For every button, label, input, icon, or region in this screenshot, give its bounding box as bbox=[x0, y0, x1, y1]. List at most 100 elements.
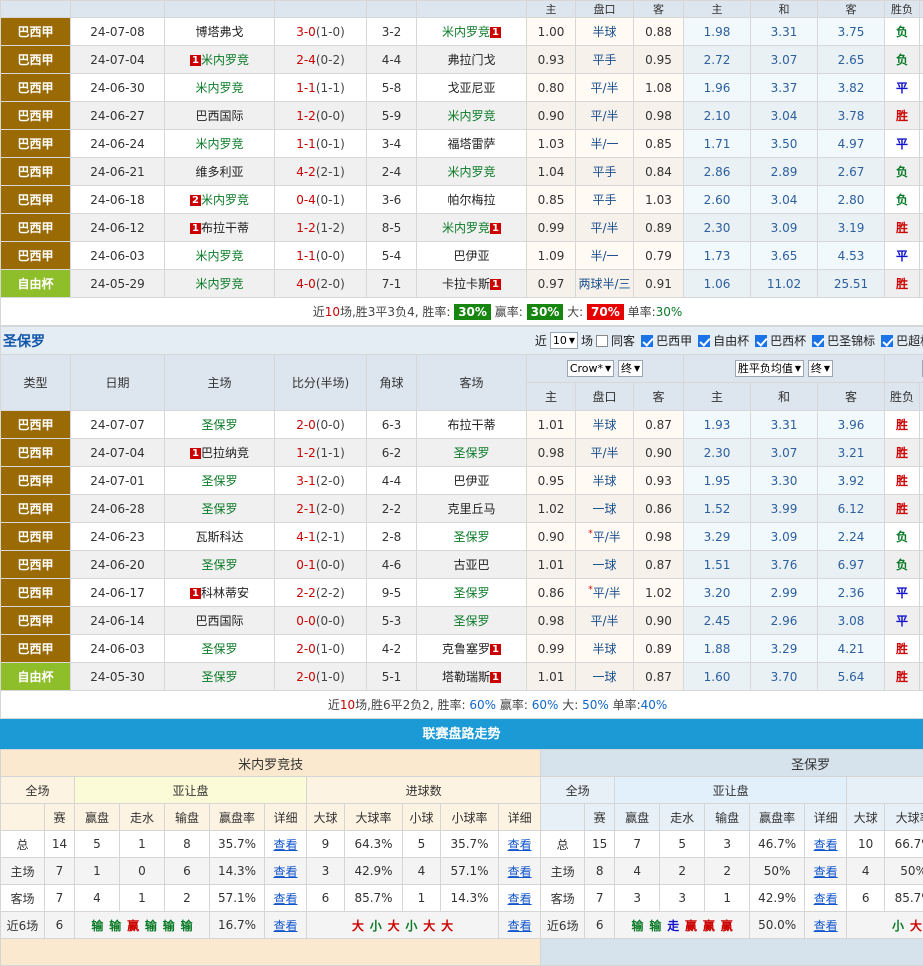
match-away[interactable]: 弗拉门戈 bbox=[417, 46, 527, 74]
team-name[interactable]: 古亚巴 bbox=[453, 558, 489, 572]
team-name[interactable]: 圣保罗 bbox=[201, 502, 237, 516]
right-trend-r6-detail[interactable]: 查看 bbox=[805, 912, 847, 939]
match-league[interactable]: 巴西甲 bbox=[1, 551, 71, 579]
team-name[interactable]: 圣保罗 bbox=[201, 558, 237, 572]
match-away[interactable]: 圣保罗 bbox=[417, 579, 527, 607]
match-away[interactable]: 圣保罗 bbox=[417, 607, 527, 635]
match-league[interactable]: 巴西甲 bbox=[1, 411, 71, 439]
team-name[interactable]: 米内罗竞 bbox=[195, 81, 243, 95]
team-name[interactable]: 巴伊亚 bbox=[453, 474, 489, 488]
match-league[interactable]: 巴西甲 bbox=[1, 439, 71, 467]
match-league[interactable]: 巴西甲 bbox=[1, 467, 71, 495]
league-checkbox-4[interactable] bbox=[881, 335, 893, 347]
match-away[interactable]: 古亚巴 bbox=[417, 551, 527, 579]
match-league[interactable]: 巴西甲 bbox=[1, 635, 71, 663]
match-home[interactable]: 米内罗竞 bbox=[165, 130, 275, 158]
match-home[interactable]: 博塔弗戈 bbox=[165, 18, 275, 46]
match-away[interactable]: 戈亚尼亚 bbox=[417, 74, 527, 102]
team-name[interactable]: 弗拉门戈 bbox=[447, 53, 495, 67]
match-league[interactable]: 巴西甲 bbox=[1, 579, 71, 607]
match-away[interactable]: 克里丘马 bbox=[417, 495, 527, 523]
match-away[interactable]: 福塔雷萨 bbox=[417, 130, 527, 158]
team-name[interactable]: 巴西国际 bbox=[195, 614, 243, 628]
team-name[interactable]: 圣保罗 bbox=[201, 474, 237, 488]
team-name[interactable]: 瓦斯科达 bbox=[195, 530, 243, 544]
team-name[interactable]: 米内罗竞 bbox=[201, 193, 249, 207]
team-name[interactable]: 克里丘马 bbox=[447, 502, 495, 516]
team-name[interactable]: 米内罗竞 bbox=[195, 137, 243, 151]
team-name[interactable]: 巴西国际 bbox=[195, 109, 243, 123]
europe-period-select[interactable]: 终▼ bbox=[808, 360, 833, 377]
match-league[interactable]: 巴西甲 bbox=[1, 18, 71, 46]
match-home[interactable]: 巴西国际 bbox=[165, 102, 275, 130]
match-away[interactable]: 帕尔梅拉 bbox=[417, 186, 527, 214]
team-name[interactable]: 圣保罗 bbox=[201, 418, 237, 432]
team-name[interactable]: 圣保罗 bbox=[453, 614, 489, 628]
match-home[interactable]: 米内罗竞 bbox=[165, 242, 275, 270]
match-home[interactable]: 圣保罗 bbox=[165, 467, 275, 495]
left-trend-detail-link2[interactable]: 查看 bbox=[499, 831, 541, 858]
match-home[interactable]: 圣保罗 bbox=[165, 411, 275, 439]
same-away-checkbox[interactable] bbox=[596, 335, 608, 347]
match-league[interactable]: 自由杯 bbox=[1, 663, 71, 691]
match-away[interactable]: 米内罗竞 bbox=[417, 158, 527, 186]
match-league[interactable]: 巴西甲 bbox=[1, 130, 71, 158]
match-league[interactable]: 巴西甲 bbox=[1, 242, 71, 270]
match-home[interactable]: 圣保罗 bbox=[165, 635, 275, 663]
team-name[interactable]: 科林蒂安 bbox=[201, 586, 249, 600]
match-home[interactable]: 瓦斯科达 bbox=[165, 523, 275, 551]
match-league[interactable]: 巴西甲 bbox=[1, 495, 71, 523]
team-name[interactable]: 巴拉纳竞 bbox=[201, 446, 249, 460]
team-name[interactable]: 布拉干蒂 bbox=[201, 221, 249, 235]
right-trend-detail-link[interactable]: 查看 bbox=[805, 885, 847, 912]
team-name[interactable]: 圣保罗 bbox=[453, 586, 489, 600]
match-league[interactable]: 巴西甲 bbox=[1, 523, 71, 551]
recent-count-select[interactable]: 10▼ bbox=[550, 332, 578, 349]
match-home[interactable]: 米内罗竞 bbox=[165, 270, 275, 298]
bookmaker-select[interactable]: Crow*▼ bbox=[567, 360, 614, 377]
match-away[interactable]: 圣保罗 bbox=[417, 439, 527, 467]
left-trend-detail-link[interactable]: 查看 bbox=[265, 858, 307, 885]
match-home[interactable]: 圣保罗 bbox=[165, 495, 275, 523]
team-name[interactable]: 克鲁塞罗 bbox=[442, 642, 490, 656]
right-trend-detail-link[interactable]: 查看 bbox=[805, 831, 847, 858]
team-name[interactable]: 圣保罗 bbox=[453, 446, 489, 460]
match-away[interactable]: 巴伊亚 bbox=[417, 467, 527, 495]
match-league[interactable]: 巴西甲 bbox=[1, 102, 71, 130]
match-home[interactable]: 米内罗竞 bbox=[165, 74, 275, 102]
league-checkbox-1[interactable] bbox=[698, 335, 710, 347]
match-away[interactable]: 米内罗竞 bbox=[417, 102, 527, 130]
match-league[interactable]: 巴西甲 bbox=[1, 46, 71, 74]
team-name[interactable]: 米内罗竞 bbox=[442, 221, 490, 235]
match-home[interactable]: 巴西国际 bbox=[165, 607, 275, 635]
match-away[interactable]: 巴伊亚 bbox=[417, 242, 527, 270]
bookmaker-period-select[interactable]: 终▼ bbox=[618, 360, 643, 377]
match-league[interactable]: 巴西甲 bbox=[1, 158, 71, 186]
team-name[interactable]: 米内罗竞 bbox=[447, 165, 495, 179]
team-name[interactable]: 戈亚尼亚 bbox=[447, 81, 495, 95]
team-name[interactable]: 米内罗竞 bbox=[442, 25, 490, 39]
match-league[interactable]: 巴西甲 bbox=[1, 186, 71, 214]
team-name[interactable]: 维多利亚 bbox=[195, 165, 243, 179]
league-checkbox-2[interactable] bbox=[755, 335, 767, 347]
